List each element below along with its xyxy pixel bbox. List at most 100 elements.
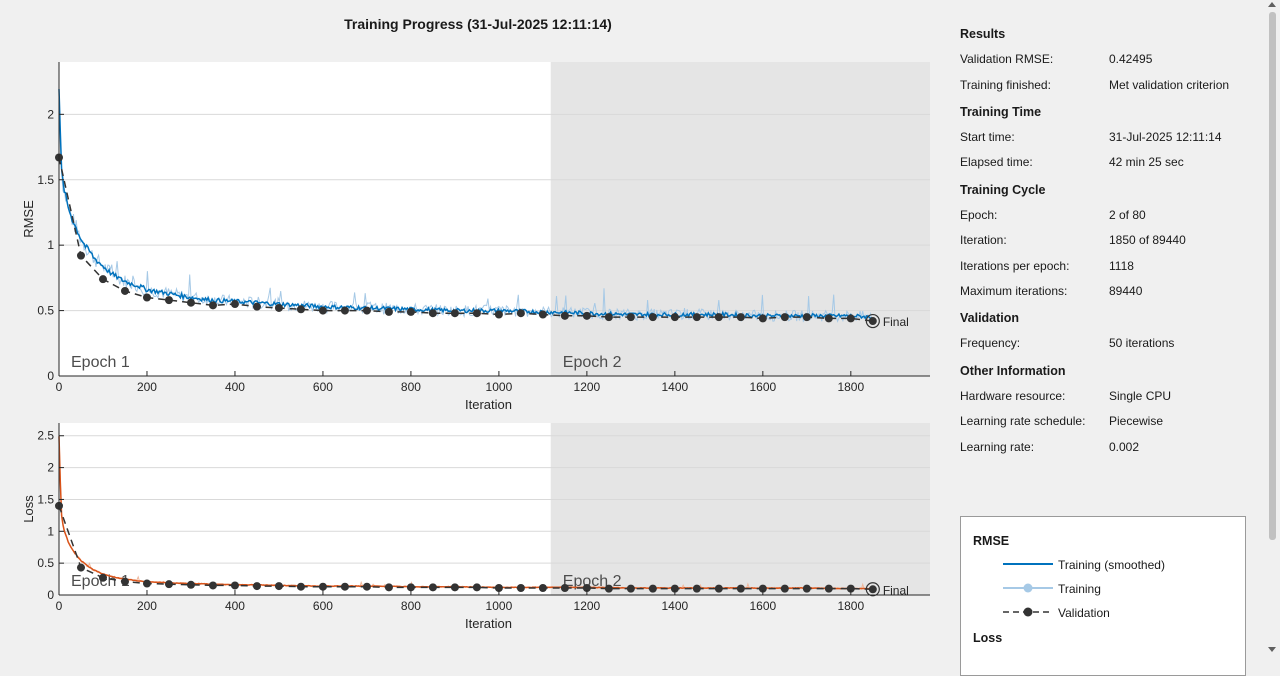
rmse-x-tick-label: 1200 bbox=[574, 380, 601, 394]
rmse-epoch-1-band bbox=[59, 62, 551, 376]
rmse-y-tick-label: 0 bbox=[47, 369, 54, 383]
loss-x-tick-label: 1600 bbox=[749, 599, 776, 613]
loss-y-tick-label: 2 bbox=[47, 461, 54, 475]
start-time-value: 31-Jul-2025 12:11:14 bbox=[1109, 130, 1222, 144]
loss-validation-point bbox=[758, 584, 767, 593]
rmse-final-ring bbox=[865, 313, 880, 329]
loss-y-tick-label: 0.5 bbox=[37, 556, 54, 570]
scrollbar-thumb[interactable] bbox=[1269, 12, 1276, 540]
loss-x-tick-label: 1800 bbox=[837, 599, 864, 613]
rmse-validation-point bbox=[670, 313, 679, 322]
loss-validation-point bbox=[362, 582, 371, 591]
rmse-validation-point bbox=[604, 313, 613, 322]
rmse-validation-point bbox=[76, 251, 85, 260]
loss-x-tick-label: 0 bbox=[56, 599, 63, 613]
rmse-validation-point bbox=[582, 311, 591, 320]
lr-value: 0.002 bbox=[1109, 440, 1140, 454]
other-info-title: Other Information bbox=[960, 364, 1066, 378]
rmse-y-axis-label: RMSE bbox=[21, 200, 36, 238]
loss-validation-point bbox=[406, 583, 415, 592]
rmse-validation-point bbox=[648, 313, 657, 322]
rmse-y-tick-label: 2 bbox=[47, 107, 54, 121]
rmse-validation-point bbox=[318, 306, 327, 315]
loss-validation-point bbox=[76, 563, 85, 572]
loss-x-tick-label: 1200 bbox=[574, 599, 601, 613]
iter-per-epoch-label: Iterations per epoch: bbox=[960, 259, 1070, 273]
max-iter-label: Maximum iterations: bbox=[960, 284, 1068, 298]
loss-validation-point bbox=[582, 583, 591, 592]
legend-validation-swatch bbox=[1003, 607, 1053, 617]
iteration-label: Iteration: bbox=[960, 233, 1007, 247]
loss-final-label: Final bbox=[883, 583, 909, 597]
rmse-validation-point bbox=[846, 314, 855, 323]
training-finished-value: Met validation criterion bbox=[1109, 78, 1230, 92]
loss-validation-point bbox=[296, 582, 305, 591]
rmse-x-tick-label: 1800 bbox=[837, 380, 864, 394]
rmse-validation-point bbox=[406, 307, 415, 316]
loss-validation-point bbox=[186, 580, 195, 589]
vertical-scrollbar[interactable] bbox=[1265, 0, 1280, 658]
legend-training-smoothed-label: Training (smoothed) bbox=[1058, 558, 1165, 572]
results-title: Results bbox=[960, 27, 1006, 41]
max-iter-value: 89440 bbox=[1109, 284, 1143, 298]
rmse-training-raw-line bbox=[58, 88, 873, 323]
loss-epoch-1-band bbox=[59, 423, 551, 595]
training-finished-label: Training finished: bbox=[960, 78, 1051, 92]
loss-validation-point bbox=[384, 583, 393, 592]
loss-y-tick-label: 2.5 bbox=[37, 429, 54, 443]
iter-per-epoch-value: 1118 bbox=[1109, 259, 1134, 273]
rmse-validation-point bbox=[362, 306, 371, 315]
rmse-validation-point bbox=[120, 286, 129, 295]
rmse-validation-point bbox=[186, 298, 195, 307]
rmse-validation-point bbox=[208, 301, 217, 310]
rmse-x-tick-label: 800 bbox=[401, 380, 421, 394]
rmse-y-tick-label: 1.5 bbox=[37, 173, 54, 187]
rmse-validation-point bbox=[626, 313, 635, 322]
loss-validation-point bbox=[230, 581, 239, 590]
loss-validation-point bbox=[142, 579, 151, 588]
rmse-axes: Epoch 1 Epoch 2 Final 0 0.5 1 1.5 2 0 200 400 600 80… bbox=[21, 62, 930, 412]
loss-x-tick-label: 200 bbox=[137, 599, 157, 613]
legend-validation-label: Validation bbox=[1058, 606, 1110, 620]
rmse-validation-point bbox=[230, 300, 239, 309]
scroll-down-icon[interactable] bbox=[1268, 647, 1276, 652]
loss-y-axis-label: Loss bbox=[21, 495, 36, 523]
scroll-up-icon[interactable] bbox=[1268, 2, 1276, 7]
rmse-final-label: Final bbox=[883, 315, 909, 329]
rmse-validation-point bbox=[428, 309, 437, 318]
loss-validation-point bbox=[714, 584, 723, 593]
loss-epoch-2-band bbox=[550, 423, 930, 595]
loss-validation-point bbox=[692, 584, 701, 593]
rmse-validation-point bbox=[164, 296, 173, 305]
loss-validation-point bbox=[274, 582, 283, 591]
hardware-value: Single CPU bbox=[1109, 389, 1172, 403]
rmse-validation-point bbox=[142, 293, 151, 302]
loss-x-axis-label: Iteration bbox=[465, 616, 512, 631]
rmse-validation-point bbox=[296, 305, 305, 314]
rmse-validation-point bbox=[538, 310, 547, 319]
frequency-value: 50 iterations bbox=[1109, 336, 1175, 350]
loss-y-tick-label: 1 bbox=[47, 524, 54, 538]
rmse-validation-point bbox=[494, 310, 503, 319]
rmse-y-tick-label: 0.5 bbox=[37, 304, 54, 318]
rmse-validation-point bbox=[252, 302, 261, 311]
rmse-epoch-2-band bbox=[550, 62, 930, 376]
rmse-validation-point bbox=[274, 303, 283, 312]
loss-x-tick-label: 1000 bbox=[486, 599, 513, 613]
start-time-label: Start time: bbox=[960, 130, 1015, 144]
validation-rmse-label: Validation RMSE: bbox=[960, 52, 1054, 66]
loss-validation-point bbox=[450, 583, 459, 592]
rmse-validation-point bbox=[516, 309, 525, 318]
rmse-x-tick-label: 200 bbox=[137, 380, 157, 394]
elapsed-time-label: Elapsed time: bbox=[960, 155, 1033, 169]
hardware-label: Hardware resource: bbox=[960, 389, 1066, 403]
loss-y-tick-label: 0 bbox=[47, 588, 54, 602]
legend-rmse-title: RMSE bbox=[973, 534, 1010, 548]
loss-validation-point bbox=[120, 577, 129, 586]
legend-training-swatch bbox=[1003, 583, 1053, 593]
rmse-validation-point bbox=[692, 313, 701, 322]
loss-validation-point bbox=[648, 584, 657, 593]
loss-validation-point bbox=[802, 584, 811, 593]
loss-x-tick-label: 600 bbox=[313, 599, 333, 613]
